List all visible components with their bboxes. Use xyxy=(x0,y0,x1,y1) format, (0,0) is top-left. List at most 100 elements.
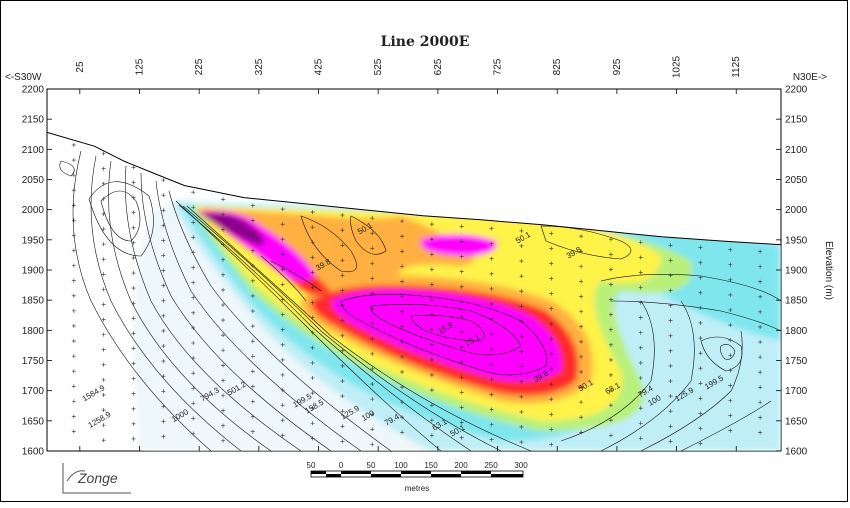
grid-point xyxy=(668,273,673,278)
grid-point xyxy=(579,264,584,269)
y-tick-label-left: 1800 xyxy=(22,326,45,337)
y-tick-label-right: 2100 xyxy=(785,145,808,156)
grid-point xyxy=(758,400,763,405)
grid-point xyxy=(579,415,584,420)
grid-point xyxy=(698,336,703,341)
grid-point xyxy=(608,267,613,272)
grid-point xyxy=(698,275,703,280)
grid-point xyxy=(758,324,763,329)
grid-point xyxy=(489,286,494,291)
grid-point xyxy=(459,360,464,365)
x-tick-label: 825 xyxy=(552,58,563,75)
grid-point xyxy=(310,225,315,230)
contour-lines xyxy=(59,150,781,451)
scale-bar-label: 300 xyxy=(514,461,528,470)
y-tick-label-left: 2000 xyxy=(22,205,45,216)
grid-point xyxy=(579,400,584,405)
grid-point xyxy=(608,372,613,377)
grid-point xyxy=(549,397,554,402)
grid-point xyxy=(370,216,375,221)
grid-point xyxy=(131,331,136,336)
grid-point xyxy=(191,235,196,240)
grid-point xyxy=(638,421,643,426)
y-tick-label-left: 1900 xyxy=(22,266,45,277)
grid-point xyxy=(728,398,733,403)
grid-point xyxy=(400,219,405,224)
grid-point xyxy=(161,434,166,439)
grid-point xyxy=(310,240,315,245)
grid-point xyxy=(250,354,255,359)
grid-point xyxy=(131,346,136,351)
grid-point xyxy=(280,342,285,347)
grid-point xyxy=(549,231,554,236)
grid-point xyxy=(101,302,106,307)
grid-point xyxy=(161,283,166,288)
grid-point xyxy=(340,318,345,323)
grid-point xyxy=(788,251,792,255)
grid-point xyxy=(400,234,405,239)
grid-point xyxy=(71,158,76,163)
grid-point xyxy=(131,210,136,215)
grid-point xyxy=(71,233,76,238)
right-direction-label: N30E-> xyxy=(793,72,827,83)
chart-title: Line 2000E xyxy=(381,34,470,50)
grid-point xyxy=(638,240,643,245)
grid-point xyxy=(250,233,255,238)
grid-point xyxy=(161,298,166,303)
grid-point xyxy=(221,272,226,277)
grid-point xyxy=(728,308,733,313)
y-tick-label-left: 2200 xyxy=(22,85,45,96)
grid-point xyxy=(579,430,584,435)
grid-point xyxy=(728,247,733,252)
grid-point xyxy=(579,309,584,314)
grid-point xyxy=(429,267,434,272)
left-direction-label: <-S30W xyxy=(5,72,42,83)
y-tick-label-left: 2150 xyxy=(22,115,45,126)
grid-point xyxy=(608,282,613,287)
grid-point xyxy=(549,306,554,311)
grid-point xyxy=(71,263,76,268)
grid-point xyxy=(638,315,643,320)
y-tick-label-right: 1750 xyxy=(785,356,808,367)
grid-point xyxy=(489,347,494,352)
y-tick-label-right: 1700 xyxy=(785,386,808,397)
grid-point xyxy=(549,427,554,432)
grid-point xyxy=(101,166,106,171)
grid-point xyxy=(340,273,345,278)
grid-point xyxy=(668,318,673,323)
grid-point xyxy=(638,345,643,350)
grid-point xyxy=(161,359,166,364)
grid-point xyxy=(429,403,434,408)
grid-point xyxy=(101,362,106,367)
grid-point xyxy=(668,333,673,338)
scale-bar-label: 250 xyxy=(484,461,498,470)
grid-point xyxy=(310,375,315,380)
grid-point xyxy=(250,399,255,404)
grid-point xyxy=(728,292,733,297)
grid-point xyxy=(221,348,226,353)
grid-point xyxy=(549,351,554,356)
grid-point xyxy=(608,403,613,408)
grid-point xyxy=(71,384,76,389)
grid-point xyxy=(101,408,106,413)
grid-point xyxy=(191,205,196,210)
grid-point xyxy=(668,363,673,368)
grid-point xyxy=(191,310,196,315)
grid-point xyxy=(370,261,375,266)
grid-point xyxy=(400,430,405,435)
grid-point xyxy=(489,422,494,427)
grid-point xyxy=(638,330,643,335)
grid-point xyxy=(519,349,524,354)
grid-point xyxy=(400,264,405,269)
grid-point xyxy=(549,367,554,372)
y-tick-label-left: 1750 xyxy=(22,356,45,367)
grid-point xyxy=(280,282,285,287)
grid-point xyxy=(489,407,494,412)
grid-point xyxy=(280,388,285,393)
grid-point xyxy=(728,413,733,418)
scale-bar-label: 0 xyxy=(339,461,344,470)
grid-point xyxy=(191,386,196,391)
grid-point xyxy=(608,252,613,257)
grid-point xyxy=(698,411,703,416)
